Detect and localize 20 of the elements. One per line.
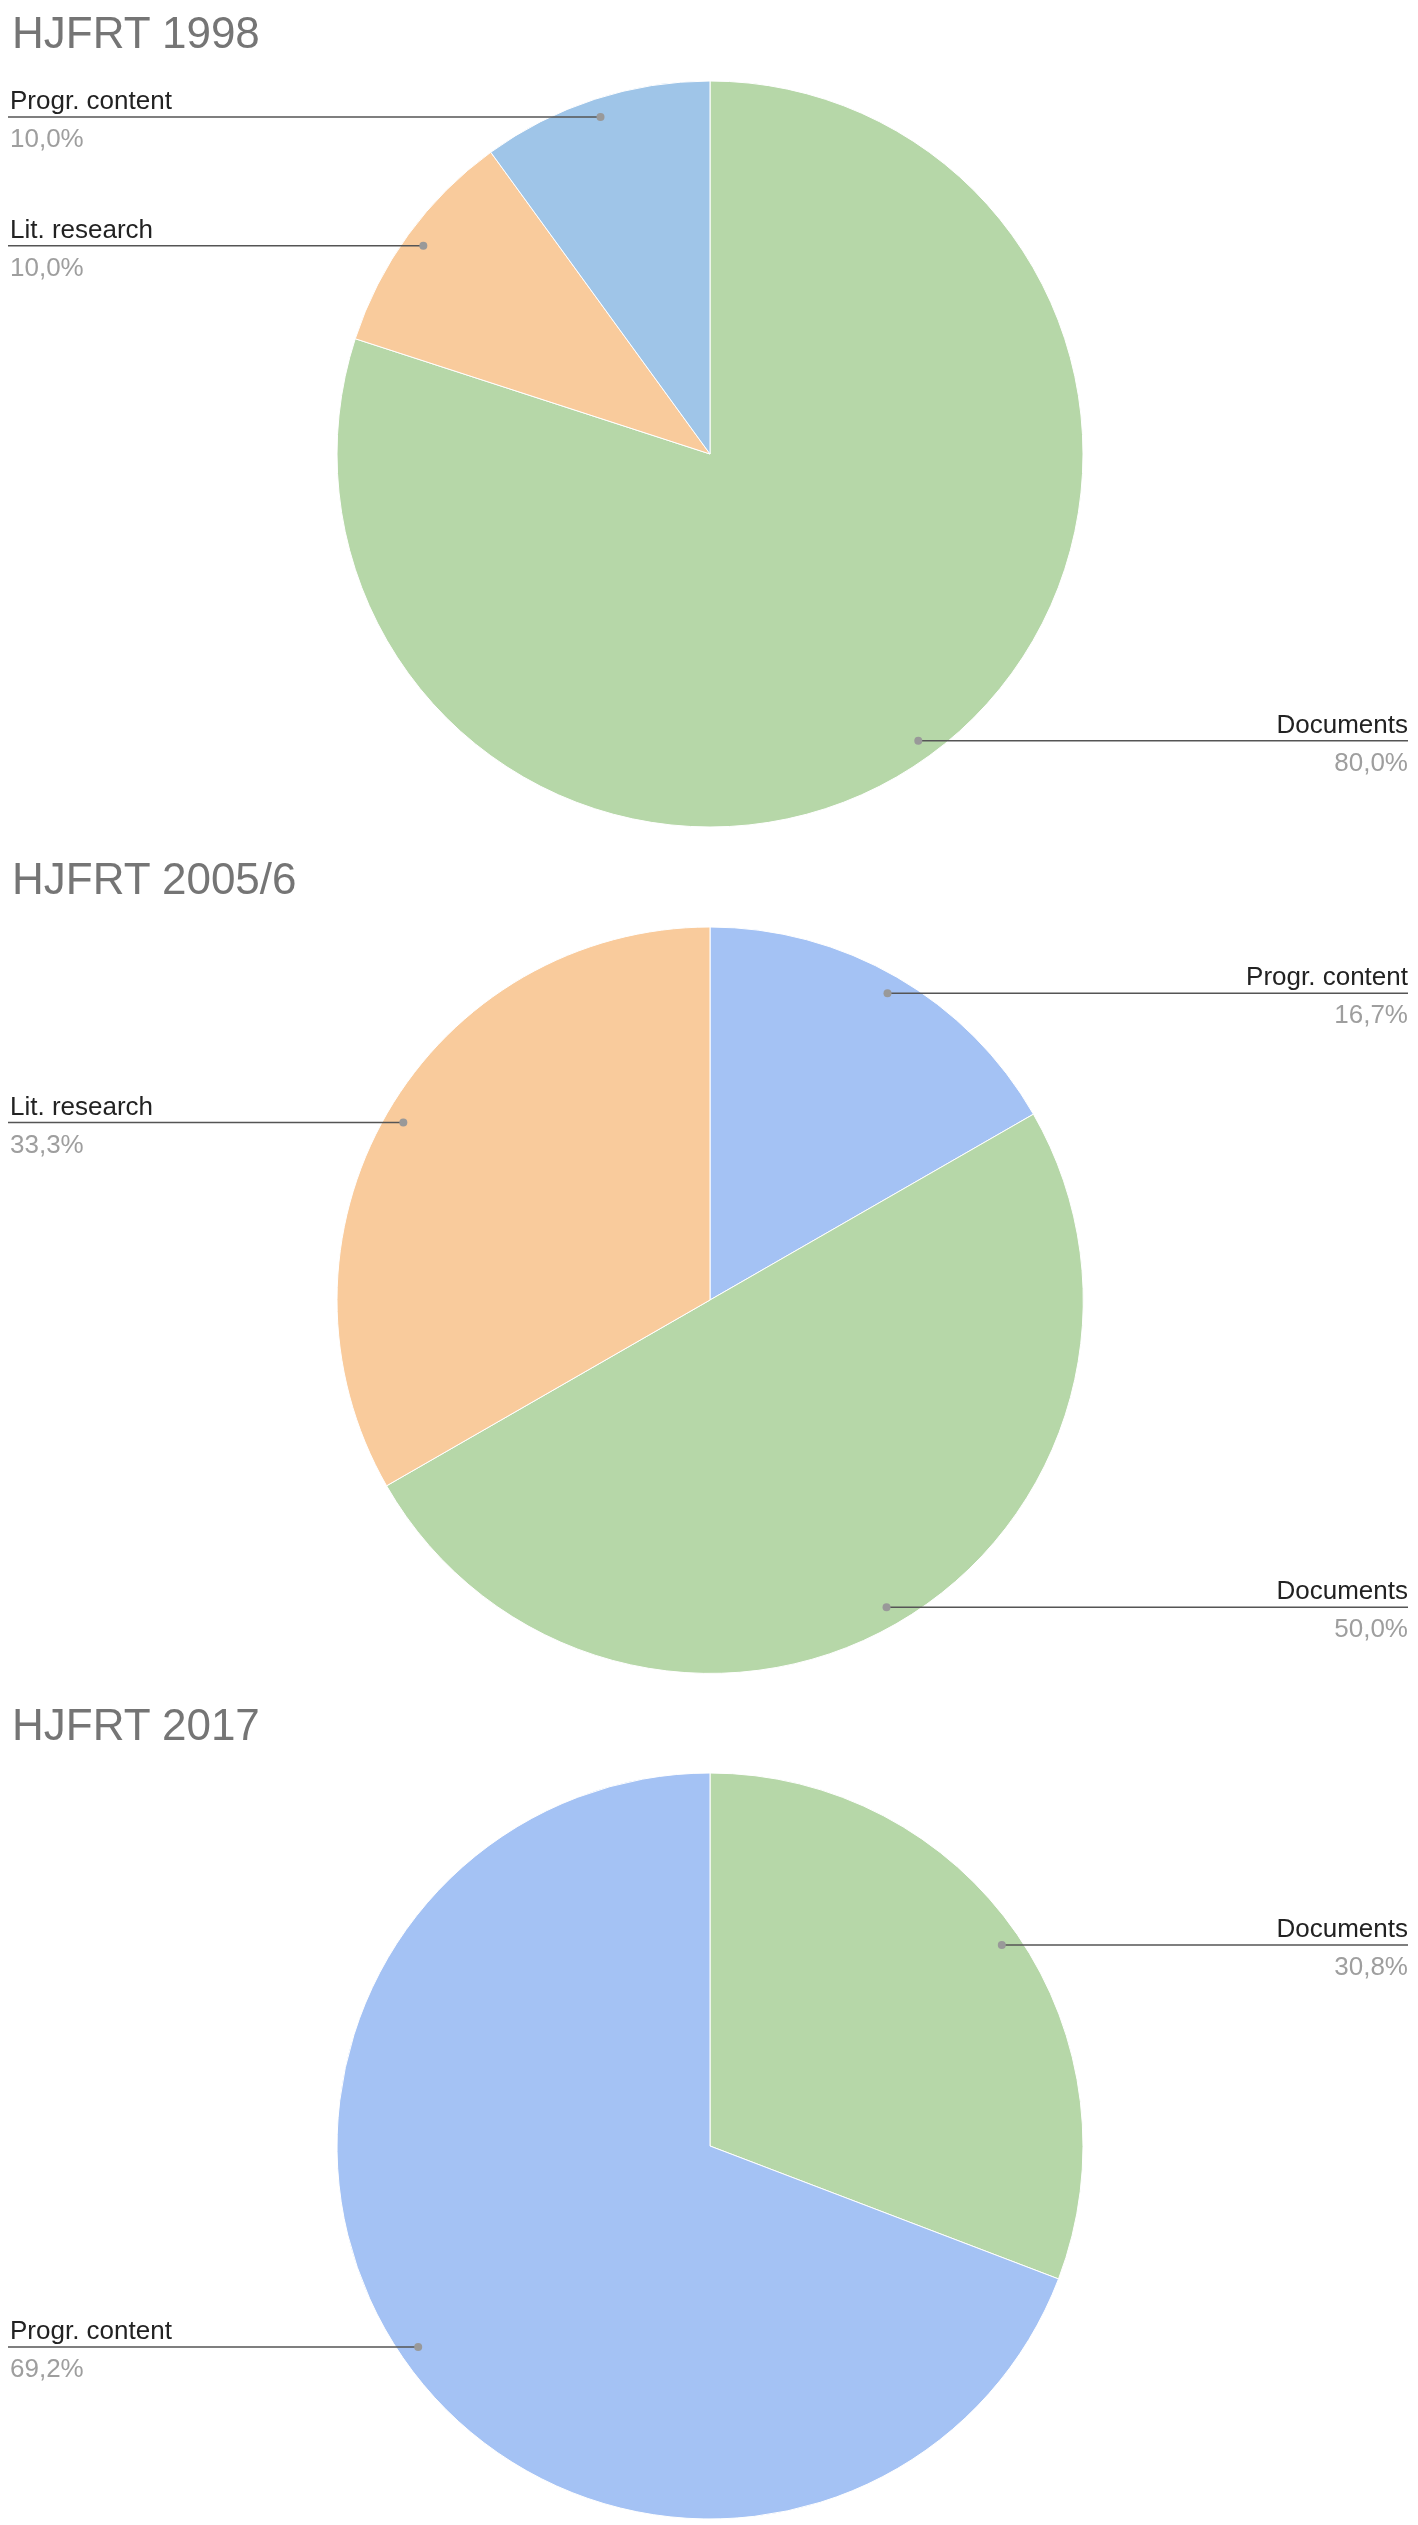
slice-label: Documents <box>1276 708 1408 739</box>
slice-label: Progr. content <box>10 2315 173 2346</box>
slice-label: Documents <box>1276 1575 1408 1606</box>
slice-label: Lit. research <box>10 213 154 244</box>
chart-title: HJFRT 2005/6 <box>12 854 297 903</box>
data-label: 69,2% <box>10 2353 84 2384</box>
data-label: 50,0% <box>1334 1613 1408 1644</box>
data-label: 30,8% <box>1334 1950 1408 1981</box>
data-label: 80,0% <box>1334 746 1408 777</box>
chart-title: HJFRT 1998 <box>12 8 260 57</box>
data-label: 10,0% <box>10 251 84 282</box>
chart-title: HJFRT 2017 <box>12 1700 260 1749</box>
slice-label: Progr. content <box>1246 961 1409 992</box>
data-label: 10,0% <box>10 122 84 153</box>
slice-label: Progr. content <box>10 84 173 115</box>
data-label: 16,7% <box>1334 999 1408 1030</box>
pie-slice <box>337 80 1084 828</box>
slice-label: Documents <box>1276 1912 1408 1943</box>
slice-label: Lit. research <box>10 1090 154 1121</box>
data-label: 33,3% <box>10 1128 84 1159</box>
